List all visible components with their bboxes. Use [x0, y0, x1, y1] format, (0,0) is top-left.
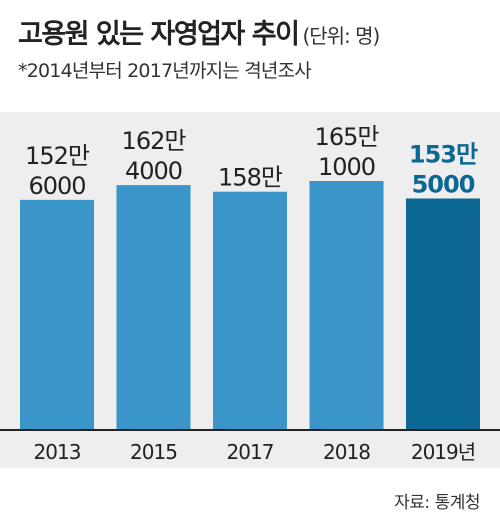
source-credit: 자료: 통계청 — [394, 493, 480, 513]
x-tick-label: 2019년 — [411, 440, 475, 464]
unit-label: (단위: 명) — [302, 24, 380, 48]
x-tick-label: 2015 — [130, 440, 177, 464]
data-label: 5000 — [412, 170, 475, 198]
data-label: 1000 — [318, 153, 375, 181]
data-label: 152만 — [25, 142, 90, 170]
data-label: 6000 — [28, 172, 85, 200]
title-row: 고용원 있는 자영업자 추이 (단위: 명) — [18, 12, 380, 51]
bar-2013 — [20, 199, 94, 430]
data-label: 158만 — [218, 164, 283, 192]
bar-2018 — [309, 181, 384, 430]
data-label: 4000 — [125, 157, 182, 185]
x-tick-label: 2013 — [34, 440, 81, 464]
chart-title: 고용원 있는 자영업자 추이 — [18, 19, 300, 50]
x-tick-label: 2018 — [323, 440, 370, 464]
bar-2017 — [213, 191, 287, 430]
data-label: 165만 — [315, 123, 380, 151]
x-tick-label: 2017 — [227, 440, 274, 464]
footnote: *2014년부터 2017년까지는 격년조사 — [18, 60, 312, 82]
bar-2019년 — [406, 198, 480, 430]
bar-2015 — [116, 185, 191, 430]
data-label: 153만 — [409, 140, 478, 168]
data-label: 162만 — [122, 127, 187, 155]
